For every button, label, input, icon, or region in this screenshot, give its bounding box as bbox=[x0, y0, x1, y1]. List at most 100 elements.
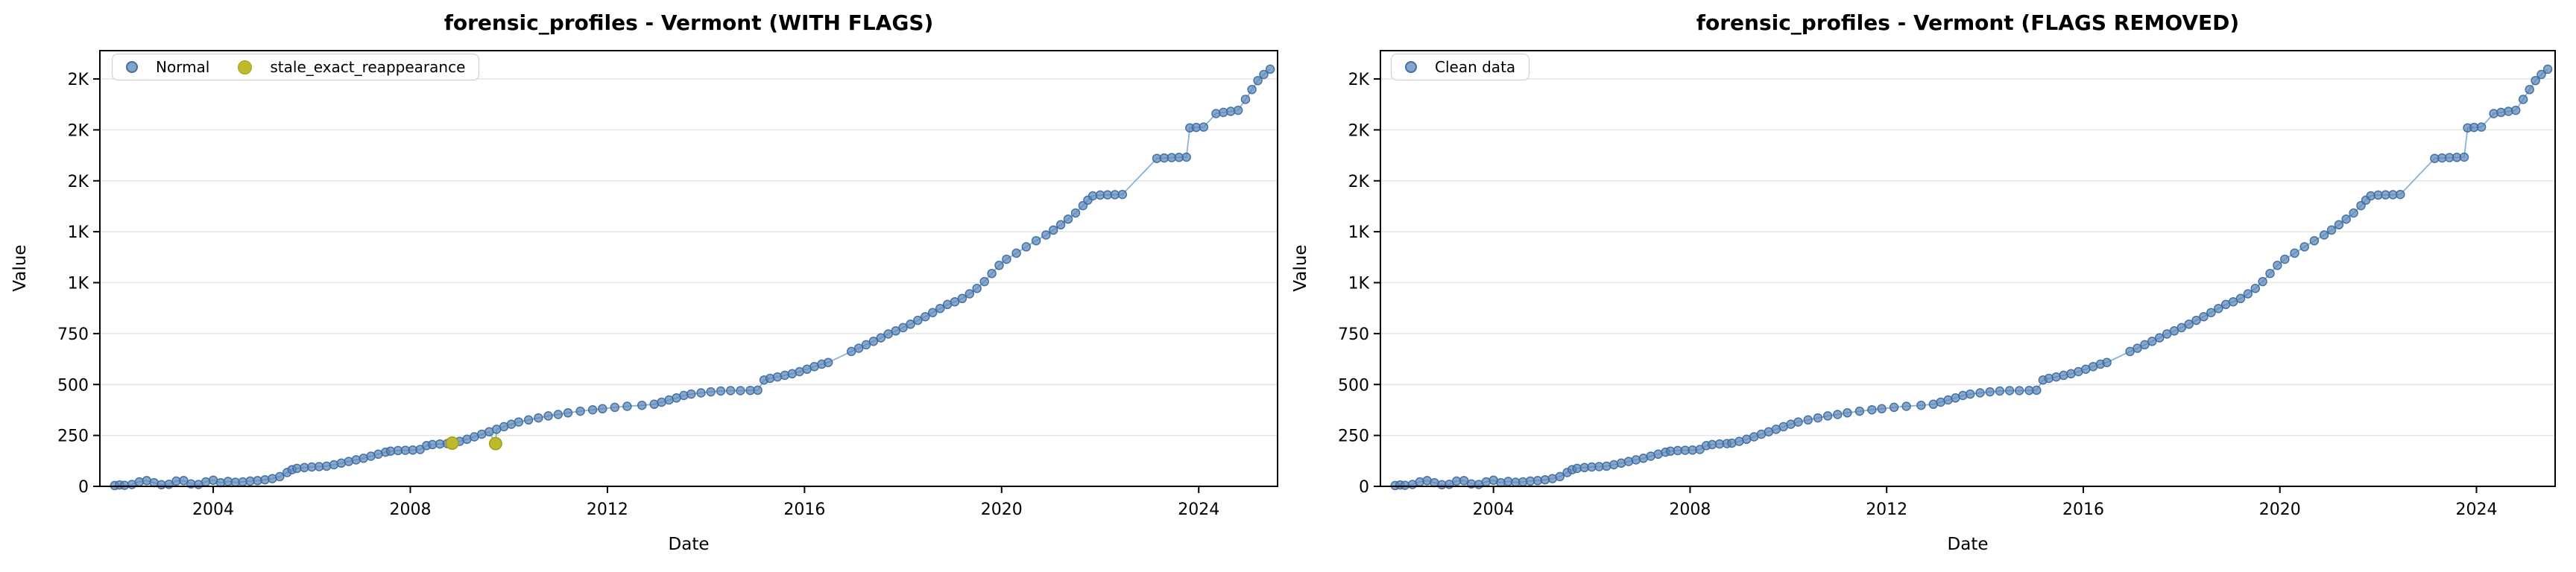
data-point-normal bbox=[2531, 75, 2540, 86]
data-point-normal bbox=[1793, 417, 1803, 427]
data-point-normal bbox=[575, 406, 585, 416]
x-axis-label-right: Date bbox=[1947, 535, 1989, 554]
trend-line bbox=[1395, 69, 2548, 486]
y-tick-label: 2K bbox=[68, 173, 89, 191]
legend-left: Normal stale_exact_reappearance bbox=[112, 54, 480, 80]
data-point-normal bbox=[2280, 254, 2290, 264]
y-gridlines bbox=[100, 78, 1278, 487]
data-point-normal bbox=[637, 400, 647, 410]
data-point-normal bbox=[965, 289, 975, 299]
y-axis-ticks: 0 250 500 750 1K 1K 2K 2K 2K bbox=[1338, 71, 1380, 497]
normal-points-group bbox=[1390, 64, 2553, 491]
x-axis-ticks: 2004 2008 2012 2016 2020 2024 bbox=[1473, 486, 2497, 519]
y-tick-label: 2K bbox=[1348, 173, 1370, 191]
data-point-normal bbox=[935, 303, 945, 314]
data-point-normal bbox=[1833, 410, 1843, 419]
normal-points-group bbox=[110, 64, 1275, 491]
data-point-flagged bbox=[488, 436, 502, 451]
y-tick-label: 750 bbox=[57, 325, 89, 344]
data-point-normal bbox=[957, 293, 967, 304]
data-point-normal bbox=[1031, 235, 1041, 246]
data-point-normal bbox=[725, 386, 736, 395]
data-point-normal bbox=[2265, 268, 2275, 279]
data-point-normal bbox=[1011, 248, 1021, 258]
data-point-normal bbox=[1021, 242, 1032, 252]
data-point-normal bbox=[1265, 64, 1275, 74]
x-tick-label: 2012 bbox=[587, 500, 628, 519]
data-point-normal bbox=[1616, 458, 1626, 468]
data-point-normal bbox=[1211, 109, 1221, 118]
data-point-normal bbox=[765, 373, 775, 384]
data-point-normal bbox=[2102, 358, 2112, 367]
data-point-normal bbox=[1623, 457, 1634, 466]
y-axis-label-right: Value bbox=[1291, 244, 1310, 292]
data-point-normal bbox=[906, 320, 915, 329]
data-point-normal bbox=[1070, 208, 1081, 218]
data-point-normal bbox=[321, 461, 332, 471]
data-point-normal bbox=[2032, 385, 2042, 395]
left-chart: 2004 2008 2012 2016 2020 2024 0 250 500 750 1K 1K 2K… bbox=[57, 50, 1278, 519]
data-point-normal bbox=[2191, 315, 2201, 325]
data-point-normal bbox=[706, 387, 716, 397]
flagged-points-group bbox=[445, 436, 502, 451]
x-tick-label: 2020 bbox=[2259, 500, 2301, 519]
data-point-normal bbox=[1916, 400, 1926, 410]
data-point-normal bbox=[1901, 401, 1911, 411]
data-point-normal bbox=[2299, 242, 2309, 252]
data-point-normal bbox=[2235, 293, 2246, 304]
data-point-normal bbox=[2176, 322, 2187, 333]
data-point-normal bbox=[2334, 220, 2344, 230]
y-tick-label: 1K bbox=[1348, 223, 1370, 242]
data-point-normal bbox=[913, 315, 923, 325]
data-point-normal bbox=[622, 401, 632, 411]
data-point-normal bbox=[2140, 340, 2150, 350]
data-point-normal bbox=[1117, 189, 1128, 200]
data-point-normal bbox=[853, 343, 864, 353]
data-point-normal bbox=[2014, 386, 2024, 395]
data-point-normal bbox=[2273, 261, 2282, 270]
data-point-normal bbox=[1055, 220, 1066, 230]
data-point-normal bbox=[1555, 471, 1565, 482]
data-point-normal bbox=[201, 477, 211, 487]
data-point-normal bbox=[2536, 69, 2546, 80]
data-point-normal bbox=[215, 477, 226, 488]
data-point-normal bbox=[1867, 404, 1877, 415]
y-tick-label: 2K bbox=[68, 71, 89, 89]
legend-item-label: Clean data bbox=[1435, 58, 1516, 76]
y-gridlines bbox=[1380, 78, 2555, 487]
right-chart: 2004 2008 2012 2016 2020 2024 0 250 500 750 1K 1K 2K… bbox=[1338, 50, 2556, 519]
data-point-normal bbox=[1975, 388, 1985, 398]
data-point-normal bbox=[780, 370, 790, 381]
x-tick-label: 2004 bbox=[1473, 500, 1515, 519]
data-point-normal bbox=[2199, 311, 2209, 322]
data-point-normal bbox=[1602, 461, 1611, 471]
y-tick-label: 1K bbox=[68, 223, 89, 242]
data-point-normal bbox=[1609, 460, 1619, 470]
data-point-normal bbox=[2206, 308, 2216, 317]
data-point-normal bbox=[534, 413, 543, 423]
legend-item-label: stale_exact_reappearance bbox=[270, 58, 466, 76]
legend-item-label: Normal bbox=[156, 58, 210, 76]
data-point-normal bbox=[772, 372, 783, 382]
legend-marker-normal-icon bbox=[1405, 61, 1417, 73]
x-tick-label: 2024 bbox=[2455, 500, 2497, 519]
x-tick-label: 2020 bbox=[981, 500, 1023, 519]
data-point-normal bbox=[1041, 230, 1051, 240]
legend-item: Normal bbox=[126, 58, 209, 76]
data-point-normal bbox=[2341, 214, 2351, 224]
data-point-normal bbox=[2243, 289, 2253, 299]
data-point-normal bbox=[2476, 122, 2487, 132]
legend-right: Clean data bbox=[1391, 54, 1530, 80]
data-point-normal bbox=[2525, 84, 2534, 95]
x-tick-label: 2008 bbox=[389, 500, 431, 519]
data-point-normal bbox=[1540, 474, 1550, 485]
y-tick-label: 1K bbox=[68, 275, 89, 293]
x-axis-label-left: Date bbox=[668, 535, 710, 554]
data-point-normal bbox=[2214, 303, 2223, 314]
y-tick-label: 2K bbox=[1348, 121, 1370, 140]
data-point-normal bbox=[753, 385, 763, 395]
data-point-normal bbox=[898, 322, 908, 333]
data-point-normal bbox=[563, 408, 573, 418]
